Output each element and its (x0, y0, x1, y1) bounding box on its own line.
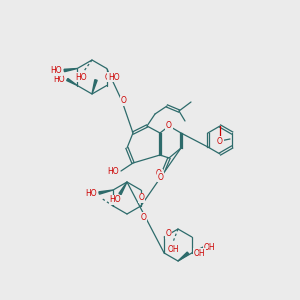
Text: O: O (165, 230, 171, 238)
Text: OH: OH (194, 248, 206, 257)
Text: HO: HO (50, 66, 62, 75)
Polygon shape (99, 190, 113, 194)
Polygon shape (64, 68, 77, 72)
Text: O: O (156, 169, 162, 178)
Text: O: O (217, 136, 223, 146)
Text: HO: HO (109, 196, 121, 205)
Text: OH: OH (204, 244, 216, 253)
Text: HO: HO (107, 167, 119, 176)
Polygon shape (178, 252, 189, 261)
Text: O: O (105, 73, 111, 82)
Text: O: O (158, 172, 164, 182)
Polygon shape (67, 79, 77, 86)
Text: O: O (121, 96, 127, 105)
Text: O: O (139, 194, 145, 202)
Polygon shape (119, 182, 127, 195)
Text: HO: HO (53, 75, 65, 84)
Text: HO: HO (75, 73, 87, 82)
Text: O: O (141, 213, 146, 222)
Text: HO: HO (85, 188, 97, 197)
Text: OH: OH (167, 244, 179, 253)
Text: O: O (166, 122, 172, 130)
Text: HO: HO (108, 73, 120, 82)
Polygon shape (92, 80, 97, 94)
Polygon shape (192, 247, 204, 253)
